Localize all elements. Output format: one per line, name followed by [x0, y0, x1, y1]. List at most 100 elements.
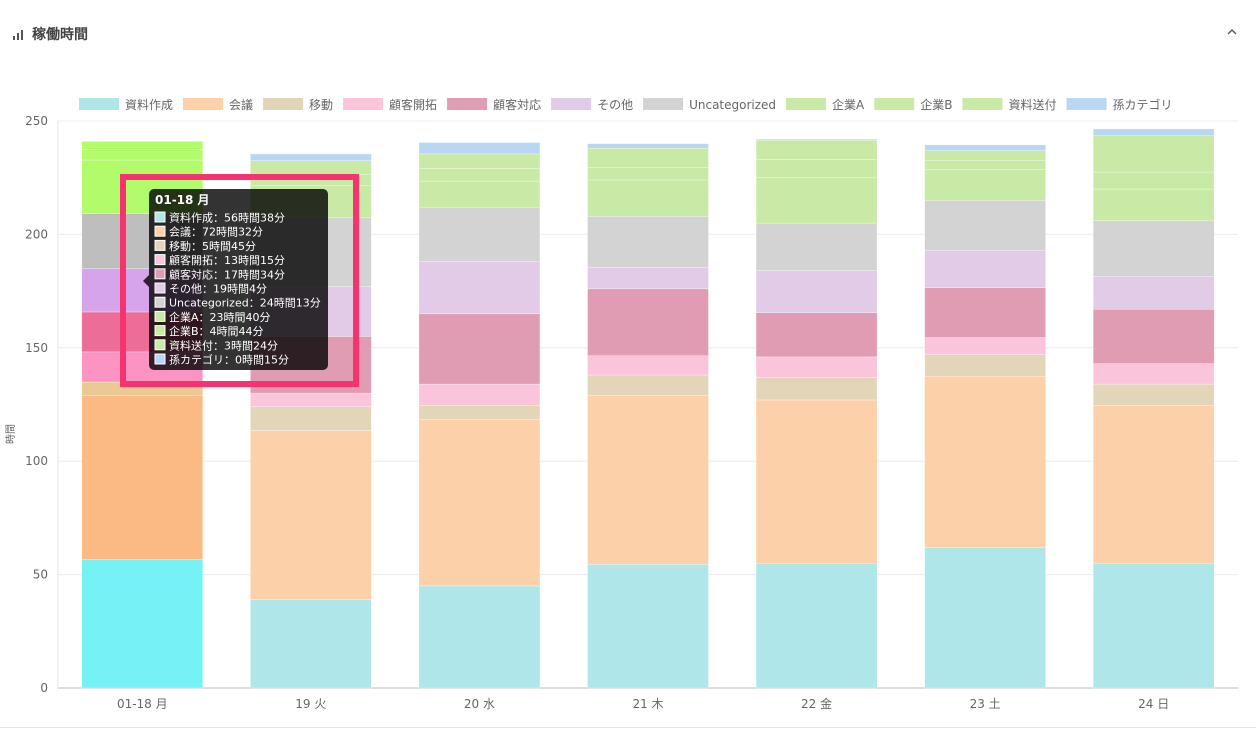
- bar-segment: [1092, 276, 1215, 310]
- bar-segment: [755, 399, 878, 564]
- bar-segment: [924, 144, 1046, 151]
- bar-segment: [755, 177, 878, 224]
- legend-label: 資料作成: [125, 98, 173, 112]
- y-tick-label: 200: [25, 227, 48, 241]
- legend-label: 企業B: [920, 97, 952, 112]
- bar-segment: [924, 169, 1046, 201]
- bar-chart-icon: [12, 27, 26, 41]
- bar-segment: [755, 159, 878, 178]
- tooltip-line: Uncategorized：24時間13分: [169, 297, 321, 310]
- tooltip-swatch: [154, 310, 166, 322]
- panel-title: 稼働時間: [12, 24, 88, 44]
- legend-label: 顧客対応: [493, 97, 541, 112]
- tooltip-line: 孫カテゴリ：0時間15分: [169, 353, 289, 367]
- bar-segment: [81, 141, 204, 150]
- bar-segment: [924, 150, 1046, 161]
- legend-swatch: [79, 98, 119, 110]
- y-axis-label: 時間: [5, 424, 17, 444]
- bar-segment: [755, 356, 878, 378]
- legend-swatch: [962, 98, 1003, 110]
- y-tick-label: 50: [33, 568, 48, 582]
- legend-item: 企業B: [874, 97, 953, 112]
- legend-swatch: [874, 98, 915, 110]
- y-tick-label: 150: [25, 341, 48, 355]
- tooltip-line: 企業B：4時間44分: [169, 324, 264, 338]
- legend-swatch: [551, 98, 592, 110]
- bar-segment: [755, 140, 878, 160]
- bar-segment: [81, 140, 204, 142]
- bar-segment: [81, 394, 204, 560]
- bar-segment: [755, 563, 878, 689]
- legend-item: 企業A: [786, 97, 865, 112]
- bar-segment: [587, 167, 709, 181]
- legend-swatch: [786, 98, 827, 110]
- tooltip-line: 資料送付：3時間24分: [169, 338, 278, 352]
- tooltip-swatch: [154, 339, 166, 351]
- stacked-bar-chart: 0 50 100 150 200 250 時間 資料作成 会議 移動 顧客開拓 顧客対応 その他 Unca…: [5, 97, 1238, 711]
- bar-segment: [587, 216, 709, 268]
- tooltip-swatch: [154, 325, 166, 337]
- bar-segment: [1092, 383, 1215, 406]
- tooltip-background: [149, 189, 328, 370]
- tooltip-line: 資料作成：56時間38分: [169, 211, 285, 225]
- bar-segment: [755, 377, 878, 401]
- legend-item: 資料作成: [79, 98, 173, 112]
- bar-segment: [250, 430, 372, 600]
- bar-segment: [587, 179, 709, 217]
- bar-segment: [587, 147, 709, 168]
- bar-segment: [250, 160, 372, 175]
- tooltip-caret: [143, 275, 149, 287]
- bar-segment: [418, 261, 541, 315]
- bar-segment: [81, 559, 204, 689]
- bar-segment: [1092, 405, 1215, 564]
- bar-segment: [1092, 220, 1215, 277]
- legend-item: 孫カテゴリ: [1066, 97, 1173, 112]
- y-tick-label: 100: [25, 454, 48, 468]
- bar-segment: [924, 354, 1046, 377]
- bar-segment: [587, 395, 709, 565]
- tooltip-line: 会議：72時間32分: [169, 225, 263, 239]
- x-tick-label: 23 土: [970, 697, 1001, 711]
- bar-segment: [924, 547, 1046, 689]
- x-tick-label: 01-18 月: [117, 697, 168, 711]
- legend-label: 移動: [309, 98, 333, 112]
- bar-segment: [418, 142, 541, 155]
- tooltip-line: その他：19時間4分: [169, 283, 267, 296]
- bar-segment: [81, 149, 204, 161]
- bar-segment: [924, 375, 1046, 548]
- legend-label: 資料送付: [1009, 97, 1057, 112]
- legend-label: 企業A: [832, 97, 865, 112]
- bar-segment: [1092, 563, 1215, 689]
- bar-segment: [418, 313, 541, 385]
- bar-segment: [418, 405, 541, 420]
- bar-segment: [1092, 171, 1215, 190]
- tooltip-swatch: [154, 254, 166, 266]
- bar-segment: [924, 250, 1046, 288]
- bar-segment: [418, 383, 541, 406]
- bar-segment: [924, 287, 1046, 338]
- legend-swatch: [183, 98, 224, 110]
- legend-item: 移動: [263, 98, 333, 112]
- bar-segment: [924, 160, 1046, 171]
- chevron-up-icon[interactable]: [1224, 26, 1240, 42]
- bar-segment: [1092, 188, 1215, 222]
- legend-label: Uncategorized: [689, 98, 776, 112]
- legend-swatch: [1066, 98, 1107, 110]
- legend-item: 会議: [183, 98, 253, 112]
- tooltip-line: 顧客対応：17時間34分: [169, 267, 285, 281]
- bar-segment: [587, 374, 709, 396]
- x-tick-label: 19 火: [295, 697, 326, 711]
- legend-label: 会議: [229, 98, 253, 112]
- tooltip-swatch: [154, 225, 166, 237]
- legend-item: 顧客対応: [447, 97, 541, 112]
- legend-swatch: [643, 98, 684, 110]
- tooltip-swatch: [154, 268, 166, 280]
- legend-swatch: [447, 98, 488, 110]
- bar-segment: [755, 312, 878, 358]
- bar-segment: [418, 180, 541, 208]
- bar-segment: [1092, 128, 1215, 136]
- x-tick-label: 22 金: [801, 696, 832, 711]
- legend-swatch: [263, 98, 304, 110]
- bar-segment: [1092, 308, 1215, 364]
- bar-segment: [1092, 135, 1215, 173]
